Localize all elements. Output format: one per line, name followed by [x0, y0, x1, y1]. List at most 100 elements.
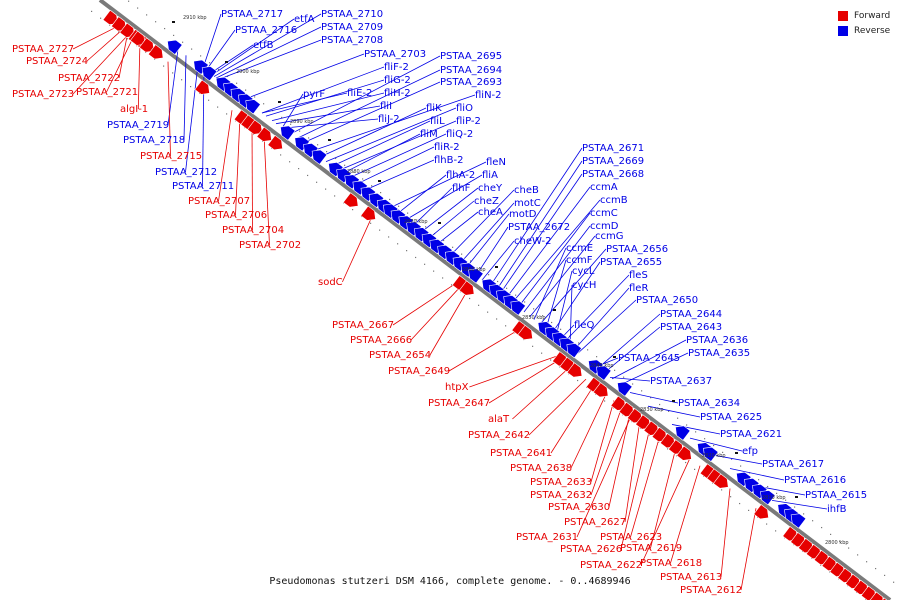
reverse-gene-label[interactable]: ccmC	[590, 208, 618, 219]
reverse-gene-label[interactable]: fleS	[629, 270, 648, 281]
reverse-gene-label[interactable]: fliL	[430, 116, 445, 127]
reverse-gene-label[interactable]: PSTAA_2643	[660, 322, 722, 333]
reverse-gene-label[interactable]: PSTAA_2712	[155, 167, 217, 178]
reverse-gene-label[interactable]: PSTAA_2634	[678, 398, 740, 409]
reverse-gene-arrow[interactable]	[164, 36, 183, 55]
reverse-gene-label[interactable]: PSTAA_2671	[582, 143, 644, 154]
forward-gene-label[interactable]: PSTAA_2722	[58, 73, 120, 84]
reverse-gene-label[interactable]: ccmG	[595, 231, 624, 242]
reverse-gene-label[interactable]: fliG-2	[384, 75, 411, 86]
reverse-gene-label[interactable]: ccmA	[590, 182, 618, 193]
forward-gene-label[interactable]: PSTAA_2641	[490, 448, 552, 459]
forward-gene-arrow[interactable]	[566, 362, 585, 381]
forward-gene-label[interactable]: PSTAA_2612	[680, 585, 742, 596]
reverse-gene-arrow[interactable]	[757, 487, 776, 506]
reverse-gene-label[interactable]: fliI	[380, 101, 392, 112]
forward-gene-arrow[interactable]	[342, 192, 361, 211]
forward-gene-arrow[interactable]	[129, 30, 148, 49]
reverse-gene-label[interactable]: cheY	[478, 183, 503, 194]
reverse-gene-label[interactable]: PSTAA_2718	[123, 135, 185, 146]
reverse-gene-label[interactable]: PSTAA_2709	[321, 22, 383, 33]
reverse-gene-label[interactable]: ccmE	[566, 243, 593, 254]
forward-gene-label[interactable]: PSTAA_2618	[640, 558, 702, 569]
forward-gene-label[interactable]: PSTAA_2631	[516, 532, 578, 543]
forward-gene-label[interactable]: PSTAA_2706	[205, 210, 267, 221]
forward-gene-arrow[interactable]	[592, 382, 611, 401]
reverse-gene-label[interactable]: PSTAA_2703	[364, 49, 426, 60]
reverse-gene-label[interactable]: PSTAA_2711	[172, 181, 234, 192]
forward-gene-label[interactable]: PSTAA_2727	[12, 44, 74, 55]
reverse-gene-label[interactable]: PSTAA_2635	[688, 348, 750, 359]
reverse-gene-arrow[interactable]	[614, 378, 633, 397]
forward-gene-label[interactable]: algI-1	[120, 104, 148, 115]
reverse-gene-label[interactable]: fleN	[486, 157, 506, 168]
reverse-gene-arrow[interactable]	[465, 265, 484, 284]
forward-gene-label[interactable]: PSTAA_2702	[239, 240, 301, 251]
reverse-gene-label[interactable]: PSTAA_2716	[235, 25, 297, 36]
reverse-gene-label[interactable]: ihfB	[827, 504, 847, 515]
reverse-gene-label[interactable]: fleQ	[574, 320, 594, 331]
forward-gene-label[interactable]: PSTAA_2704	[222, 225, 284, 236]
reverse-gene-label[interactable]: PSTAA_2719	[107, 120, 169, 131]
reverse-gene-label[interactable]: fliO	[456, 103, 473, 114]
reverse-gene-label[interactable]: ccmB	[600, 195, 628, 206]
reverse-gene-label[interactable]: PSTAA_2655	[600, 257, 662, 268]
reverse-gene-label[interactable]: fliF-2	[384, 62, 409, 73]
reverse-gene-label[interactable]: PSTAA_2695	[440, 51, 502, 62]
forward-gene-label[interactable]: PSTAA_2721	[76, 87, 138, 98]
reverse-gene-label[interactable]: PSTAA_2693	[440, 77, 502, 88]
forward-gene-label[interactable]: PSTAA_2627	[564, 517, 626, 528]
forward-gene-label[interactable]: PSTAA_2723	[12, 89, 74, 100]
reverse-gene-label[interactable]: flhF	[452, 183, 471, 194]
reverse-gene-label[interactable]: cycL	[572, 266, 595, 277]
reverse-gene-label[interactable]: cheZ	[474, 196, 499, 207]
reverse-gene-label[interactable]: fliK	[426, 103, 442, 114]
reverse-gene-label[interactable]: flhB-2	[434, 155, 463, 166]
forward-gene-arrow[interactable]	[517, 324, 536, 343]
forward-gene-label[interactable]: PSTAA_2626	[560, 544, 622, 555]
reverse-gene-label[interactable]: PSTAA_2617	[762, 459, 824, 470]
reverse-gene-label[interactable]: PSTAA_2694	[440, 65, 502, 76]
reverse-gene-label[interactable]: PSTAA_2672	[508, 222, 570, 233]
forward-gene-label[interactable]: PSTAA_2613	[660, 572, 722, 583]
reverse-gene-label[interactable]: fliA	[482, 170, 498, 181]
reverse-gene-arrow[interactable]	[199, 63, 218, 82]
reverse-gene-label[interactable]: fliP-2	[456, 116, 481, 127]
reverse-gene-label[interactable]: fliM	[420, 129, 438, 140]
reverse-gene-label[interactable]: PSTAA_2616	[784, 475, 846, 486]
reverse-gene-label[interactable]: PSTAA_2669	[582, 156, 644, 167]
reverse-gene-arrow[interactable]	[190, 56, 209, 75]
forward-gene-label[interactable]: sodC	[318, 277, 343, 288]
reverse-gene-label[interactable]: PSTAA_2656	[606, 244, 668, 255]
reverse-gene-label[interactable]: etfA	[294, 14, 315, 25]
reverse-gene-arrow[interactable]	[563, 340, 583, 359]
reverse-gene-arrow[interactable]	[787, 510, 807, 529]
forward-gene-label[interactable]: PSTAA_2649	[388, 366, 450, 377]
reverse-gene-label[interactable]: PSTAA_2717	[221, 9, 283, 20]
reverse-gene-label[interactable]: PSTAA_2636	[686, 335, 748, 346]
forward-gene-arrow[interactable]	[753, 504, 772, 523]
reverse-gene-label[interactable]: ccmD	[590, 221, 619, 232]
forward-gene-label[interactable]: PSTAA_2715	[140, 151, 202, 162]
forward-gene-label[interactable]: PSTAA_2647	[428, 398, 490, 409]
forward-gene-label[interactable]: PSTAA_2638	[510, 463, 572, 474]
reverse-gene-label[interactable]: PSTAA_2625	[700, 412, 762, 423]
reverse-gene-label[interactable]: ccmF	[566, 255, 593, 266]
forward-gene-label[interactable]: PSTAA_2619	[620, 543, 682, 554]
forward-gene-arrow[interactable]	[360, 205, 379, 224]
forward-gene-arrow[interactable]	[194, 79, 213, 98]
reverse-gene-label[interactable]: cycH	[572, 280, 596, 291]
reverse-gene-arrow[interactable]	[700, 444, 719, 462]
forward-gene-label[interactable]: PSTAA_2654	[369, 350, 431, 361]
reverse-gene-label[interactable]: cheW-2	[514, 236, 551, 247]
forward-gene-label[interactable]: PSTAA_2622	[580, 560, 642, 571]
reverse-gene-label[interactable]: flhA-2	[446, 170, 475, 181]
reverse-gene-label[interactable]: fliR-2	[434, 142, 460, 153]
forward-gene-arrow[interactable]	[256, 126, 275, 145]
reverse-gene-arrow[interactable]	[308, 146, 328, 165]
forward-gene-label[interactable]: PSTAA_2667	[332, 320, 394, 331]
forward-gene-arrow[interactable]	[267, 134, 286, 153]
forward-gene-label[interactable]: PSTAA_2642	[468, 430, 530, 441]
reverse-gene-label[interactable]: fliQ-2	[446, 129, 473, 140]
forward-gene-label[interactable]: htpX	[445, 382, 469, 393]
